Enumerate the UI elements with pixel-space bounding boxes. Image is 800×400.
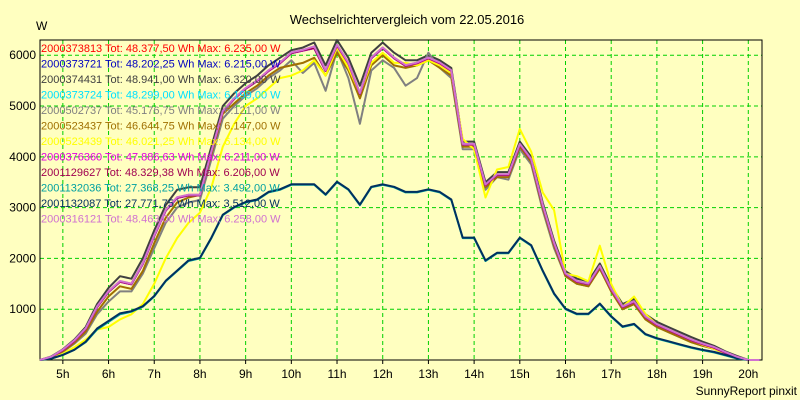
y-axis-label: W <box>36 19 48 33</box>
y-tick-label: 5000 <box>9 99 36 113</box>
x-tick-label: 10h <box>281 367 301 381</box>
x-tick-label: 19h <box>693 367 713 381</box>
credit-text: SunnyReport pinxit <box>696 384 798 398</box>
y-tick-label: 2000 <box>9 251 36 265</box>
legend-entry-8: 2000376360 Tot: 47.886,63 Wh Max: 6.211,… <box>41 152 280 164</box>
legend-entry-10: 2001132036 Tot: 27.368,25 Wh Max: 3.492,… <box>41 183 280 195</box>
x-tick-label: 14h <box>464 367 484 381</box>
series-line-11 <box>39 180 760 361</box>
y-tick-label: 1000 <box>9 302 36 316</box>
legend-entry-6: 2000523437 Tot: 46.644,75 Wh Max: 6.147,… <box>41 121 281 133</box>
chart-title: Wechselrichtervergleich vom 22.05.2016 <box>290 12 525 27</box>
legend-entry-1: 2000373813 Tot: 48.377,50 Wh Max: 6.235,… <box>41 43 281 55</box>
legend-entry-5: 2000502737 Tot: 45.176,75 Wh Max: 6.121,… <box>41 105 281 117</box>
series-line-6 <box>39 51 760 361</box>
x-tick-label: 18h <box>647 367 667 381</box>
x-tick-label: 17h <box>601 367 621 381</box>
legend-entry-11: 2001132087 Tot: 27.771,75 Wh Max: 3.512,… <box>41 198 280 210</box>
legend: 2000373813 Tot: 48.377,50 Wh Max: 6.235,… <box>41 43 281 226</box>
legend-entry-7: 2000523439 Tot: 46.021,25 Wh Max: 6.134,… <box>41 136 281 148</box>
x-tick-label: 15h <box>510 367 530 381</box>
legend-entry-12: 2000316121 Tot: 48.463,00 Wh Max: 6.258,… <box>41 214 281 226</box>
x-tick-label: 13h <box>418 367 438 381</box>
x-tick-label: 6h <box>102 367 115 381</box>
tick-layer: 5h 6h 7h 8h 9h 10h 11h 12h 13h 14h 15h 16h 17h 18h 19h… <box>9 48 758 381</box>
x-tick-label: 8h <box>193 367 206 381</box>
x-tick-label: 11h <box>327 367 346 381</box>
series-line-12 <box>39 43 760 361</box>
y-tick-label: 4000 <box>9 150 36 164</box>
series-layer <box>39 39 760 361</box>
y-tick-label: 6000 <box>9 48 36 62</box>
grid-layer <box>40 40 762 360</box>
x-tick-label: 12h <box>373 367 393 381</box>
plot-frame <box>39 39 763 361</box>
x-tick-label: 5h <box>56 367 69 381</box>
x-tick-label: 7h <box>148 367 161 381</box>
x-tick-label: 16h <box>555 367 575 381</box>
y-tick-label: 3000 <box>9 201 36 215</box>
legend-entry-2: 2000373721 Tot: 48.202,25 Wh Max: 6.215,… <box>41 59 281 71</box>
legend-entry-9: 2001129627 Tot: 48.329,38 Wh Max: 6.206,… <box>41 167 280 179</box>
legend-entry-3: 2000374431 Tot: 48.941,00 Wh Max: 6.320,… <box>41 74 281 86</box>
legend-entry-4: 2000373724 Tot: 48.299,00 Wh Max: 6.199,… <box>41 90 281 102</box>
x-tick-label: 20h <box>738 367 758 381</box>
x-tick-label: 9h <box>239 367 252 381</box>
